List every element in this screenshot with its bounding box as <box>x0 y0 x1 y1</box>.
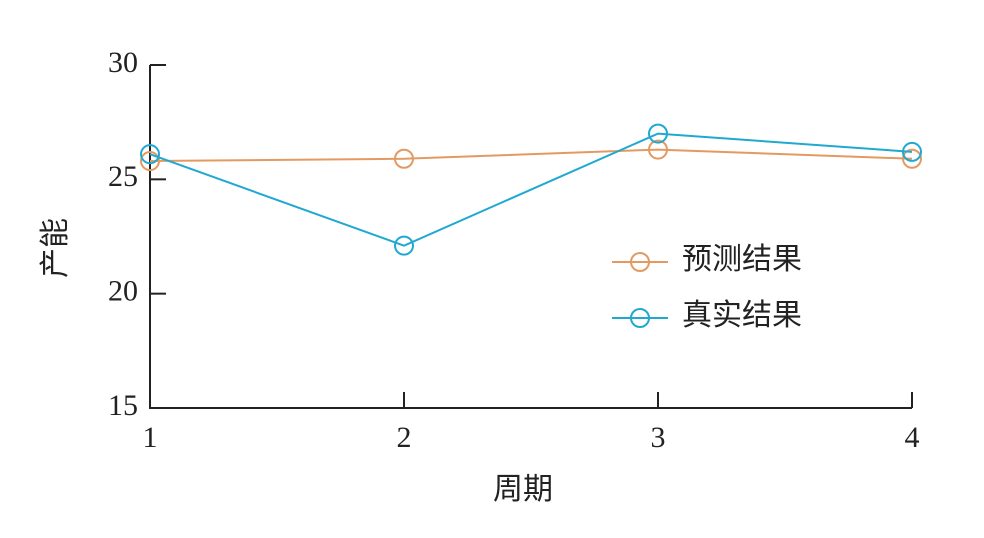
y-tick-label: 20 <box>108 275 138 308</box>
point <box>394 235 414 256</box>
point <box>648 139 668 160</box>
point <box>902 148 922 169</box>
y-axis-label: 产能 <box>39 218 72 278</box>
point <box>902 141 922 162</box>
series-line <box>149 132 913 247</box>
x-tick-label: 1 <box>143 421 158 454</box>
point <box>140 151 160 172</box>
y-tick-label: 30 <box>108 46 138 79</box>
x-tick-label: 2 <box>397 421 412 454</box>
series-line <box>149 148 913 163</box>
point <box>140 144 160 165</box>
legend-marker <box>630 252 650 272</box>
legend-label: 真实结果 <box>682 299 802 332</box>
point <box>394 148 414 169</box>
axis-spine <box>149 65 912 409</box>
x-axis-label: 周期 <box>493 473 553 506</box>
legend-marker <box>630 308 650 328</box>
y-tick-label: 15 <box>108 389 138 422</box>
legend-label: 预测结果 <box>682 243 802 276</box>
y-tick-label: 25 <box>108 160 138 193</box>
point <box>648 123 668 144</box>
x-tick-label: 4 <box>905 421 920 454</box>
x-tick-label: 3 <box>651 421 666 454</box>
